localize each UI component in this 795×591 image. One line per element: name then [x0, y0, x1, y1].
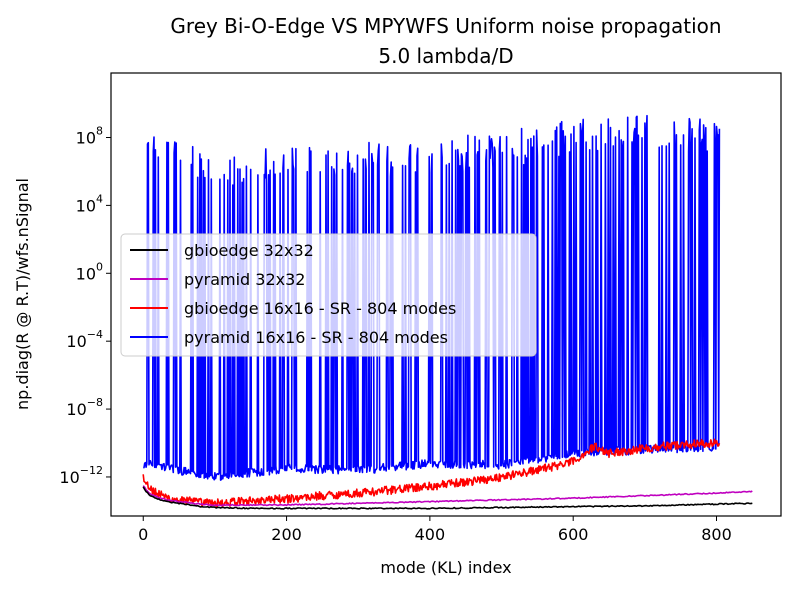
y-tick-label: 10−8 — [66, 396, 103, 419]
y-axis-label: np.diag(R @ R.T)/wfs.nSignal — [13, 178, 32, 410]
series-line-3 — [143, 114, 721, 481]
y-tick-label: 10−12 — [59, 464, 103, 487]
series-line-1 — [142, 485, 753, 507]
y-tick-exponent: 8 — [96, 124, 103, 137]
x-axis-label: mode (KL) index — [380, 558, 511, 577]
series-line-0 — [142, 486, 753, 510]
y-tick-exponent: 0 — [96, 260, 103, 273]
plot-frame — [110, 72, 782, 517]
y-tick-label: 104 — [76, 192, 103, 215]
legend-box — [120, 233, 537, 357]
y-tick-label: 10−4 — [66, 328, 103, 351]
legend-label: gbioedge 16x16 - SR - 804 modes — [184, 299, 456, 318]
x-tick-label: 200 — [271, 525, 302, 544]
x-tick-label: 600 — [558, 525, 589, 544]
legend-label: gbioedge 32x32 — [184, 241, 314, 260]
axis-ticks: 0 200 400 600 800 10−12 10−8 10−4 100 104 108 — [59, 124, 731, 544]
chart-title: Grey Bi-O-Edge VS MPYWFS Uniform noise p… — [170, 14, 721, 38]
series-layer — [142, 114, 753, 510]
x-tick-label: 0 — [138, 525, 148, 544]
y-tick-exponent: −8 — [87, 396, 103, 409]
y-tick-label: 100 — [76, 260, 103, 283]
series-line-2 — [142, 438, 721, 508]
legend-label: pyramid 32x32 — [184, 270, 305, 289]
y-tick-exponent: 4 — [96, 192, 103, 205]
chart-subtitle: 5.0 lambda/D — [378, 44, 513, 68]
x-tick-label: 800 — [701, 525, 732, 544]
y-tick-label: 108 — [76, 124, 103, 147]
x-tick-label: 400 — [415, 525, 446, 544]
y-tick-exponent: −4 — [87, 328, 103, 341]
y-tick-exponent: −12 — [80, 464, 103, 477]
legend: gbioedge 32x32 pyramid 32x32 gbioedge 16x1… — [120, 233, 537, 357]
legend-label: pyramid 16x16 - SR - 804 modes — [184, 328, 448, 347]
